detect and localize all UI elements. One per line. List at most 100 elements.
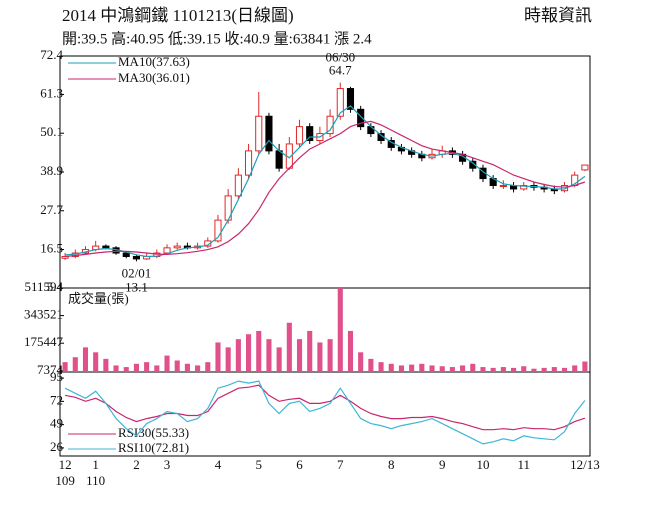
legend-label: RSI10(72.81) bbox=[118, 440, 189, 455]
volume-bar bbox=[327, 339, 333, 372]
candle-body bbox=[499, 185, 507, 188]
candle-body bbox=[61, 255, 69, 259]
volume-bar bbox=[246, 334, 252, 372]
x-tick-label: 2 bbox=[133, 457, 140, 472]
volume-bar bbox=[419, 363, 425, 372]
candle-body bbox=[581, 164, 589, 171]
volume-bar bbox=[398, 365, 404, 372]
volume-bar bbox=[133, 363, 139, 372]
annotation-date: 02/01 bbox=[122, 265, 152, 280]
y-tick-label: 95 bbox=[50, 369, 63, 384]
candle-body bbox=[163, 247, 171, 254]
x-tick-label: 10 bbox=[476, 457, 489, 472]
x-tick-label: 4 bbox=[215, 457, 222, 472]
volume-bar bbox=[449, 367, 455, 372]
volume-bar bbox=[195, 365, 201, 372]
candle-body bbox=[122, 252, 130, 257]
y-tick-label: 61.3 bbox=[40, 85, 63, 100]
line bbox=[65, 120, 586, 258]
legend-label: MA10(37.63) bbox=[118, 54, 190, 69]
volume-bar bbox=[561, 367, 568, 372]
y-tick-label: 7374 bbox=[37, 362, 64, 377]
x-year-label: 109 bbox=[55, 473, 75, 488]
y-tick-label: 26 bbox=[50, 439, 64, 454]
x-tick-label: 3 bbox=[164, 457, 171, 472]
volume-bar bbox=[154, 365, 160, 372]
panel-label: 成交量(張) bbox=[68, 291, 129, 306]
volume-bar bbox=[388, 363, 394, 372]
legend-label: RSI30(55.33) bbox=[118, 425, 189, 440]
volume-bar bbox=[113, 365, 119, 372]
volume-bar bbox=[184, 363, 190, 372]
annotation-value: 64.7 bbox=[329, 63, 352, 78]
volume-bar bbox=[123, 367, 129, 372]
y-tick-label: 5.4 bbox=[47, 279, 64, 294]
volume-bar bbox=[286, 322, 292, 372]
y-tick-label: 343521 bbox=[24, 307, 63, 322]
y-tick-label: 175447 bbox=[24, 334, 64, 349]
chart-title: 2014 中鴻鋼鐵 1101213(日線圖) bbox=[62, 6, 294, 25]
x-tick-label: 7 bbox=[337, 457, 344, 472]
source: 時報資訊 bbox=[524, 6, 592, 25]
volume-bar bbox=[429, 365, 435, 372]
candle-body bbox=[275, 150, 283, 169]
candle-body bbox=[520, 185, 528, 190]
y-tick-label: 49 bbox=[50, 416, 63, 431]
x-tick-label: 5 bbox=[256, 457, 263, 472]
y-tick-label: 50.1 bbox=[40, 124, 63, 139]
line bbox=[65, 105, 586, 258]
candle-body bbox=[469, 160, 477, 169]
plot-frame bbox=[59, 55, 591, 457]
candle-body bbox=[295, 126, 304, 145]
volume-bar bbox=[72, 357, 78, 372]
candle-body bbox=[173, 245, 181, 249]
volume-bar bbox=[164, 355, 170, 372]
candle-body bbox=[255, 115, 263, 152]
volume-bar bbox=[460, 365, 466, 372]
candle-body bbox=[245, 150, 253, 176]
volume-bar bbox=[317, 342, 323, 372]
x-tick-label: 8 bbox=[388, 457, 395, 472]
volume-bar bbox=[541, 367, 547, 372]
volume-bar bbox=[490, 367, 496, 372]
volume-bar bbox=[531, 368, 537, 372]
y-tick-label: 27.7 bbox=[40, 202, 63, 217]
volume-bar bbox=[572, 365, 578, 372]
x-tick-label: 6 bbox=[296, 457, 303, 472]
volume-bar bbox=[582, 361, 588, 372]
y-tick-label: 72.4 bbox=[40, 47, 63, 62]
y-tick-label: 16.5 bbox=[40, 241, 63, 256]
volume-bar bbox=[551, 367, 557, 372]
line bbox=[64, 384, 586, 431]
annotation-value: 13.1 bbox=[125, 279, 148, 294]
volume-bar bbox=[266, 339, 272, 372]
candle-body bbox=[357, 108, 365, 128]
subtitle: 開:39.5 高:40.95 低:39.15 收:40.9 量:63841 漲 … bbox=[62, 30, 372, 47]
volume-bar bbox=[256, 330, 262, 372]
volume-bar bbox=[296, 339, 303, 372]
candle-body bbox=[265, 115, 273, 152]
x-tick-label: 12 bbox=[59, 457, 72, 472]
volume-bar bbox=[215, 342, 221, 372]
volume-bar bbox=[358, 352, 364, 372]
y-tick-label: 72 bbox=[50, 392, 63, 407]
candle-body bbox=[132, 255, 140, 260]
volume-bar bbox=[511, 367, 517, 372]
candle-body bbox=[336, 88, 344, 117]
volume-bar bbox=[470, 363, 476, 372]
annotation-date: 06/30 bbox=[325, 50, 355, 65]
volume-bar bbox=[93, 352, 99, 372]
candle-body bbox=[214, 219, 222, 242]
volume-bar bbox=[439, 366, 445, 372]
volume-bar bbox=[378, 362, 384, 372]
x-tick-label: 12/13 bbox=[570, 457, 600, 472]
volume-bar bbox=[521, 366, 527, 372]
candle-body bbox=[346, 88, 355, 110]
volume-bar bbox=[368, 358, 374, 372]
volume-bar bbox=[307, 330, 313, 372]
legend-label: MA30(36.01) bbox=[118, 70, 190, 85]
volume-bar bbox=[144, 362, 150, 372]
candle-body bbox=[234, 174, 242, 197]
